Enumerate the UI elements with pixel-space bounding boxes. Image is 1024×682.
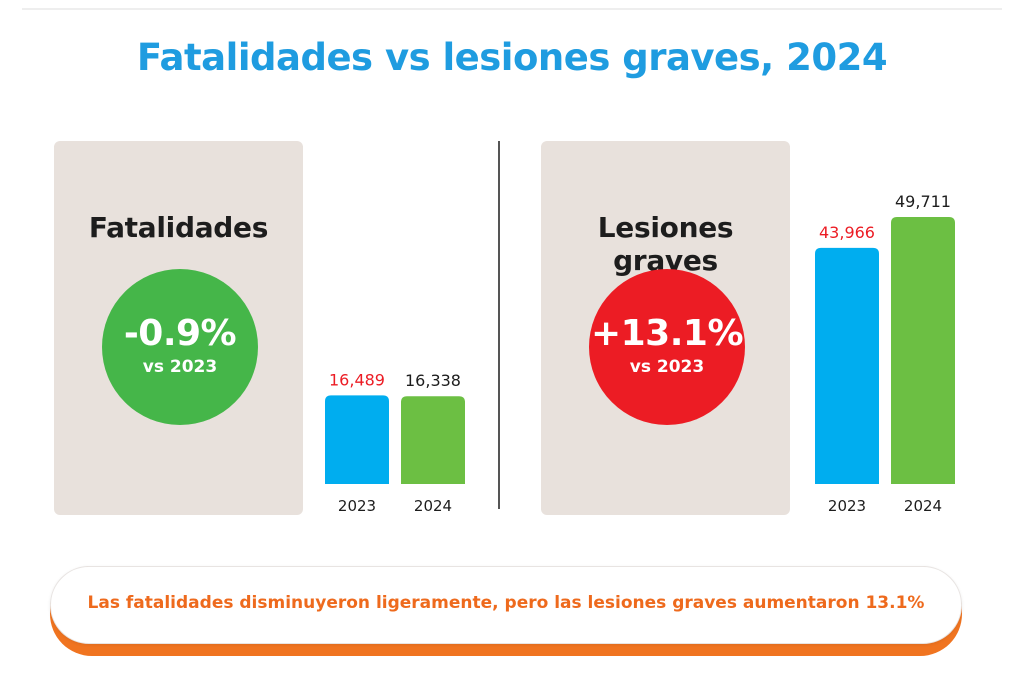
lesiones-change-caption: vs 2023	[629, 357, 705, 377]
top-rule	[22, 8, 1002, 10]
summary-callout: Las fatalidades disminuyeron ligeramente…	[50, 566, 962, 656]
fatalidades-title: Fatalidades	[88, 211, 269, 244]
fatalidades-change-caption: vs 2023	[142, 357, 218, 377]
lesiones-panel: Lesiones graves +13.1% vs 2023	[541, 141, 790, 515]
fatalidades-tick-label-2024: 2024	[414, 497, 452, 515]
fatalidades-value-label-2023: 16,489	[329, 370, 385, 389]
lesiones-change-circle: +13.1% vs 2023	[589, 269, 745, 425]
section-divider	[498, 141, 500, 509]
fatalidades-value-label-2024: 16,338	[405, 371, 461, 390]
fatalidades-tick-label-2023: 2023	[338, 497, 376, 515]
lesiones-tick-label-2023: 2023	[828, 497, 866, 515]
summary-text: Las fatalidades disminuyeron ligeramente…	[87, 593, 925, 613]
lesiones-change-value: +13.1%	[590, 313, 744, 354]
fatalidades-bar-2023	[325, 395, 389, 484]
lesiones-bar-2023	[815, 247, 879, 484]
page-title: Fatalidades vs lesiones graves, 2024	[136, 36, 888, 79]
lesiones-tick-label-2024: 2024	[904, 497, 942, 515]
summary-callout-box: Las fatalidades disminuyeron ligeramente…	[50, 566, 962, 644]
fatalidades-change-circle: -0.9% vs 2023	[102, 269, 258, 425]
fatalidades-panel: Fatalidades -0.9% vs 2023	[54, 141, 303, 515]
fatalidades-bar-2024	[401, 396, 465, 484]
lesiones-bar-2024	[891, 217, 955, 484]
fatalidades-change-value: -0.9%	[123, 313, 237, 354]
lesiones-value-label-2023: 43,966	[819, 223, 875, 242]
lesiones-value-label-2024: 49,711	[895, 192, 951, 211]
lesiones-title: Lesiones graves	[597, 211, 734, 277]
